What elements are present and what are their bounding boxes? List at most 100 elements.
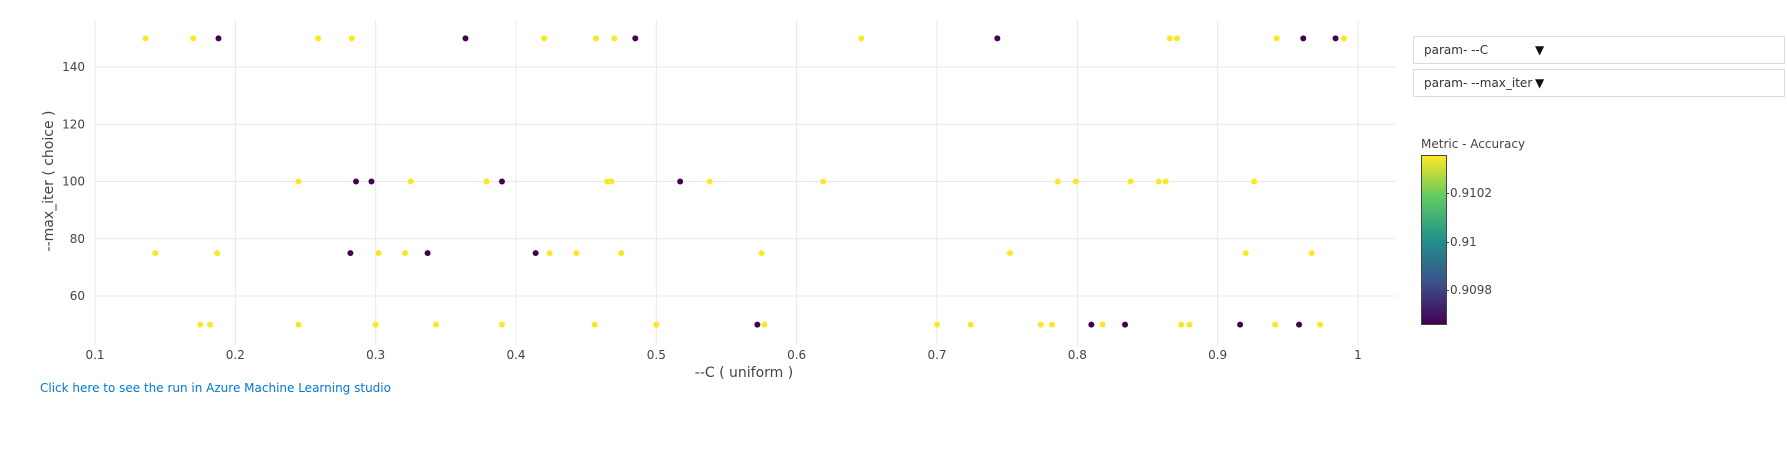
chevron-down-icon: ▼ — [1535, 76, 1545, 90]
scatter-point — [608, 178, 615, 185]
scatter-point — [1340, 35, 1347, 42]
scatter-point — [1162, 178, 1169, 185]
scatter-point — [1186, 321, 1193, 328]
scatter-point — [1272, 321, 1279, 328]
chevron-down-icon: ▼ — [1535, 43, 1545, 57]
x-tick-label: 0.8 — [1068, 348, 1087, 362]
scatter-point — [498, 178, 505, 185]
scatter-point — [573, 250, 580, 257]
scatter-point — [653, 321, 660, 328]
scatter-point — [1127, 178, 1134, 185]
scatter-point — [1296, 321, 1303, 328]
x-axis-ticks: 0.1 0.2 0.3 0.4 0.5 0.6 0.7 0.8 0.9 1 — [85, 348, 1361, 362]
x-tick-label: 0.1 — [85, 348, 104, 362]
y-tick-label: 80 — [70, 232, 85, 246]
scatter-point — [1332, 35, 1339, 42]
scatter-point — [604, 178, 611, 185]
scatter-point — [1054, 178, 1061, 185]
param-max-iter-dropdown[interactable]: param- --max_iter ▼ — [1413, 69, 1785, 97]
scatter-point — [820, 178, 827, 185]
y-tick-label: 120 — [62, 117, 85, 131]
y-axis-ticks: 60 80 100 120 140 — [62, 60, 85, 303]
scatter-point — [1072, 178, 1079, 185]
scatter-plot: 0.1 0.2 0.3 0.4 0.5 0.6 0.7 0.8 0.9 1 60 80 100 120 1… — [41, 20, 1395, 381]
scatter-point — [1237, 321, 1244, 328]
colorbar-tick-high: 0.9102 — [1446, 186, 1492, 200]
param-c-dropdown-label: param- --C — [1424, 43, 1489, 57]
scatter-point — [532, 250, 539, 257]
scatter-point — [295, 178, 302, 185]
scatter-point — [546, 250, 553, 257]
scatter-point — [215, 35, 222, 42]
scatter-point — [433, 321, 440, 328]
scatter-point — [994, 35, 1001, 42]
scatter-point — [348, 35, 355, 42]
scatter-point — [353, 178, 360, 185]
scatter-point — [315, 35, 322, 42]
scatter-point — [1155, 178, 1162, 185]
y-tick-label: 100 — [62, 175, 85, 189]
x-tick-label: 0.4 — [506, 348, 525, 362]
x-tick-label: 0.7 — [927, 348, 946, 362]
x-tick-label: 0.3 — [366, 348, 385, 362]
scatter-point — [1173, 35, 1180, 42]
scatter-point — [407, 178, 414, 185]
scatter-point — [1099, 321, 1106, 328]
colorbar-tick-low: 0.9098 — [1446, 283, 1492, 297]
colorbar-tick-mid: 0.91 — [1446, 235, 1477, 249]
x-tick-label: 0.2 — [226, 348, 245, 362]
azure-ml-studio-link[interactable]: Click here to see the run in Azure Machi… — [40, 381, 391, 395]
scatter-point — [1242, 250, 1249, 257]
scatter-point — [498, 321, 505, 328]
scatter-point — [142, 35, 149, 42]
scatter-point — [1317, 321, 1324, 328]
scatter-point — [1308, 250, 1315, 257]
scatter-point — [1178, 321, 1185, 328]
data-points — [142, 35, 1347, 328]
scatter-point — [758, 250, 765, 257]
scatter-point — [1006, 250, 1013, 257]
scatter-point — [934, 321, 940, 328]
scatter-point — [858, 35, 865, 42]
y-axis-title: --max_iter ( choice ) — [41, 111, 57, 252]
scatter-point — [424, 250, 431, 257]
scatter-point — [347, 250, 354, 257]
scatter-point — [706, 178, 713, 185]
x-tick-label: 1 — [1354, 348, 1362, 362]
scatter-point — [1037, 321, 1044, 328]
y-tick-label: 140 — [62, 60, 85, 74]
scatter-point — [152, 250, 159, 257]
scatter-point — [402, 250, 409, 257]
scatter-point — [1300, 35, 1307, 42]
scatter-point — [592, 35, 599, 42]
scatter-point — [611, 35, 618, 42]
scatter-point — [541, 35, 548, 42]
colorbar — [1421, 155, 1447, 325]
scatter-point — [214, 250, 221, 257]
scatter-point — [754, 321, 761, 328]
scatter-point — [618, 250, 625, 257]
scatter-point — [1273, 35, 1280, 42]
scatter-point — [295, 321, 302, 328]
scatter-point — [207, 321, 214, 328]
scatter-point — [462, 35, 469, 42]
colorbar-title: Metric - Accuracy — [1421, 137, 1526, 151]
scatter-point — [368, 178, 375, 185]
scatter-point — [1088, 321, 1095, 328]
scatter-point — [591, 321, 598, 328]
scatter-point — [483, 178, 490, 185]
grid-lines — [94, 20, 1395, 345]
scatter-point — [761, 321, 768, 328]
y-tick-label: 60 — [70, 289, 85, 303]
scatter-point — [1122, 321, 1129, 328]
scatter-point — [190, 35, 197, 42]
x-tick-label: 0.6 — [787, 348, 806, 362]
scatter-point — [677, 178, 684, 185]
scatter-point — [372, 321, 379, 328]
scatter-point — [1166, 35, 1173, 42]
param-c-dropdown[interactable]: param- --C ▼ — [1413, 36, 1785, 64]
scatter-point — [632, 35, 639, 42]
scatter-point — [967, 321, 974, 328]
scatter-point — [197, 321, 204, 328]
scatter-point — [1049, 321, 1056, 328]
